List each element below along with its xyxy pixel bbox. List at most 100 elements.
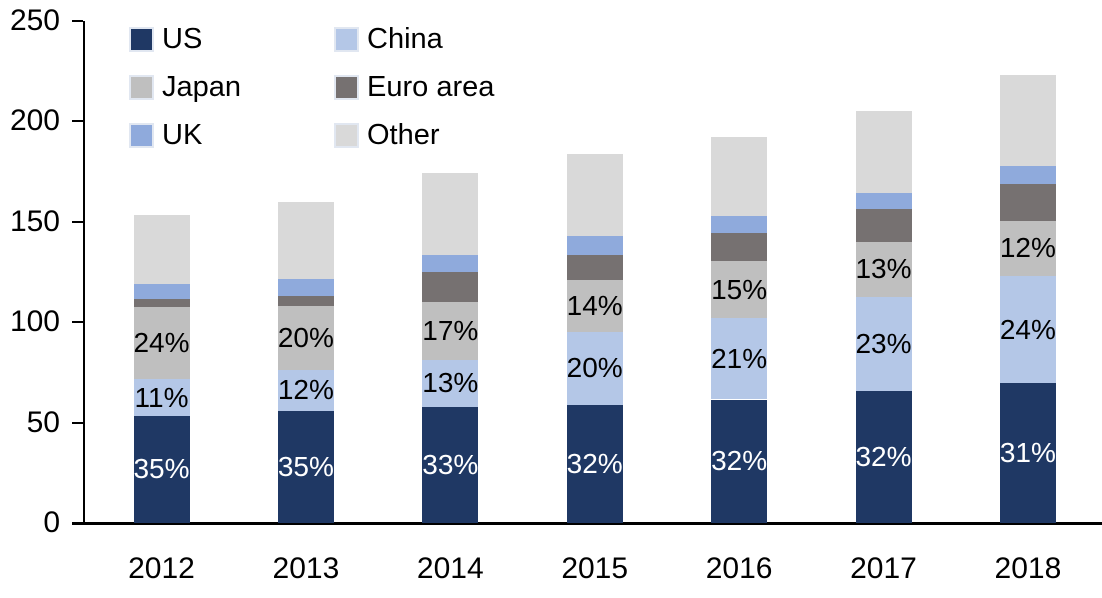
bar-segment-japan xyxy=(711,260,768,319)
legend-label: Japan xyxy=(162,71,242,103)
legend-item-japan: Japan xyxy=(131,71,331,103)
bar-segment-euro-area xyxy=(855,208,912,242)
bar-segment-china xyxy=(133,379,190,416)
segment-percent-label: 32% xyxy=(566,447,623,479)
bar-segment-euro-area xyxy=(566,254,623,281)
segment-percent-label: 32% xyxy=(711,445,768,477)
segment-percent-label: 20% xyxy=(566,352,623,384)
bar-segment-euro-area xyxy=(277,296,334,307)
bar-segment-china xyxy=(422,360,479,407)
segment-percent-label: 20% xyxy=(277,322,334,354)
y-axis-tick-label: 50 xyxy=(26,405,60,439)
segment-percent-label: 33% xyxy=(422,448,479,480)
segment-percent-label: 21% xyxy=(711,342,768,374)
bar-segment-us xyxy=(133,415,190,523)
x-axis-category-label: 2012 xyxy=(128,552,195,585)
bar-segment-other xyxy=(711,137,768,216)
bar-segment-other xyxy=(999,75,1056,166)
bar-segment-uk xyxy=(566,235,623,255)
bar-segment-japan xyxy=(999,220,1056,276)
bar-segment-uk xyxy=(133,284,190,300)
legend-swatch-icon xyxy=(131,125,152,146)
legend-item-other: Other xyxy=(336,119,536,151)
segment-percent-label: 32% xyxy=(855,441,912,473)
legend-swatch-icon xyxy=(131,29,152,50)
bar-segment-us xyxy=(566,404,623,523)
x-axis-category-label: 2017 xyxy=(850,552,917,585)
bar-segment-us xyxy=(999,383,1056,523)
bar-segment-china xyxy=(711,318,768,400)
segment-percent-label: 35% xyxy=(133,453,190,485)
y-tick-mark xyxy=(72,220,83,223)
bar-segment-other xyxy=(566,153,623,236)
legend-swatch-icon xyxy=(336,125,357,146)
segment-percent-label: 35% xyxy=(277,450,334,482)
bar-segment-euro-area xyxy=(422,272,479,303)
segment-percent-label: 24% xyxy=(133,327,190,359)
legend-item-us: US xyxy=(131,23,331,55)
legend-swatch-icon xyxy=(336,77,357,98)
y-axis-tick-label: 150 xyxy=(9,204,60,238)
y-tick-mark xyxy=(72,421,83,424)
legend-label: China xyxy=(367,23,443,55)
legend-label: Other xyxy=(367,119,440,151)
segment-percent-label: 12% xyxy=(999,232,1056,264)
bar-segment-us xyxy=(277,410,334,523)
bar-segment-china xyxy=(855,297,912,392)
bar-segment-china xyxy=(999,276,1056,384)
x-axis-line xyxy=(72,522,1102,525)
bar-segment-japan xyxy=(277,306,334,371)
x-axis-category-label: 2014 xyxy=(416,552,484,585)
segment-percent-label: 12% xyxy=(277,374,334,406)
y-axis-line xyxy=(83,21,85,525)
segment-percent-label: 13% xyxy=(855,253,912,285)
segment-percent-label: 17% xyxy=(422,315,479,347)
y-axis-tick-label: 100 xyxy=(9,305,60,339)
legend-label: US xyxy=(162,23,203,55)
bar-segment-japan xyxy=(422,302,479,361)
bar-segment-uk xyxy=(855,192,912,209)
bar-segment-uk xyxy=(422,254,479,272)
bar-segment-china xyxy=(277,370,334,411)
bar-segment-other xyxy=(277,201,334,280)
bar-segment-other xyxy=(855,111,912,193)
x-axis-category-label: 2015 xyxy=(561,552,629,585)
y-axis-tick-label: 250 xyxy=(9,4,60,37)
segment-percent-label: 23% xyxy=(855,328,912,360)
bar-segment-japan xyxy=(566,280,623,333)
x-axis-category-label: 2018 xyxy=(994,552,1062,585)
segment-percent-label: 11% xyxy=(134,381,189,413)
bar-segment-other xyxy=(133,214,190,285)
segment-percent-label: 31% xyxy=(999,437,1056,469)
bar-segment-us xyxy=(855,391,912,523)
y-tick-mark xyxy=(72,321,83,324)
bar-segment-uk xyxy=(999,165,1056,184)
bar-segment-japan xyxy=(133,307,190,380)
bar-segment-other xyxy=(422,172,479,255)
segment-percent-label: 14% xyxy=(566,290,623,322)
y-tick-mark xyxy=(72,120,83,123)
bar-segment-us xyxy=(711,399,768,523)
bar-segment-japan xyxy=(855,241,912,298)
segment-percent-label: 24% xyxy=(999,313,1056,345)
y-axis-tick-label: 200 xyxy=(9,104,60,138)
bar-segment-euro-area xyxy=(999,183,1056,221)
legend-label: Euro area xyxy=(367,71,495,103)
bar-segment-us xyxy=(422,406,479,523)
legend-swatch-icon xyxy=(131,77,152,98)
bar-segment-uk xyxy=(711,215,768,233)
bar-segment-uk xyxy=(277,279,334,297)
segment-percent-label: 13% xyxy=(422,367,479,399)
bar-segment-china xyxy=(566,332,623,405)
bar-segment-euro-area xyxy=(711,232,768,261)
legend-item-uk: UK xyxy=(131,119,331,151)
y-tick-mark xyxy=(72,20,83,22)
segment-percent-label: 15% xyxy=(711,273,768,305)
legend-label: UK xyxy=(162,119,203,151)
x-axis-category-label: 2013 xyxy=(272,552,340,585)
x-axis-category-label: 2016 xyxy=(705,552,773,585)
legend-swatch-icon xyxy=(336,29,357,50)
legend-item-euro-area: Euro area xyxy=(336,71,536,103)
legend-item-china: China xyxy=(336,23,536,55)
